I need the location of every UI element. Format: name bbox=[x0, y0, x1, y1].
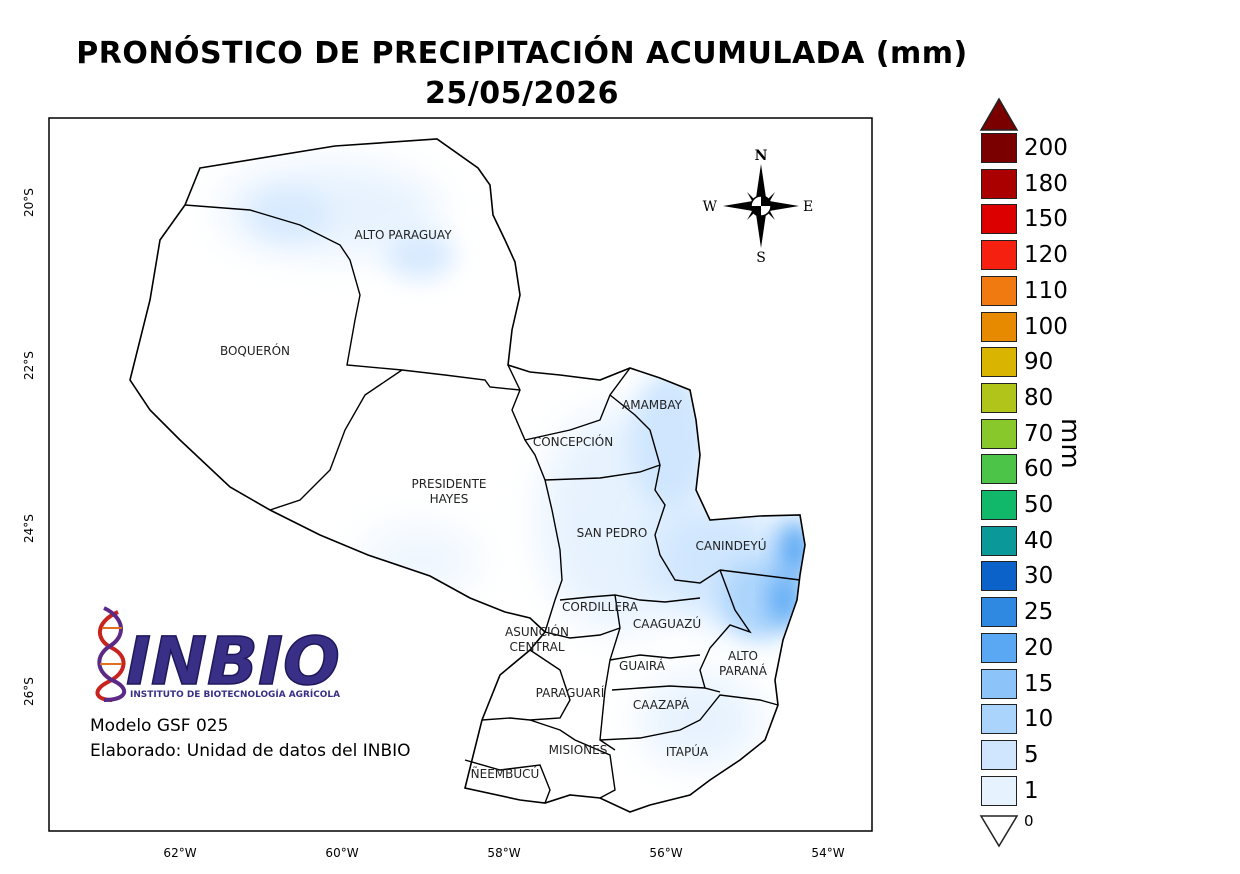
east-arrow bbox=[769, 201, 799, 211]
legend-label: 25 bbox=[1024, 599, 1054, 626]
legend-over-triangle bbox=[979, 97, 1019, 131]
model-credit: Modelo GSF 025 bbox=[90, 716, 229, 736]
region-label-amambay: AMAMBAY bbox=[622, 398, 683, 412]
legend-label: 180 bbox=[1024, 170, 1068, 197]
lon-label-58w: 58°W bbox=[487, 846, 521, 860]
west-arrow bbox=[723, 201, 753, 211]
legend-swatch bbox=[981, 632, 1017, 663]
compass-s: S bbox=[756, 250, 766, 266]
map-date: 25/05/2026 bbox=[425, 76, 619, 111]
region-label-cordillera: CORDILLERA bbox=[562, 600, 639, 614]
legend-label: 40 bbox=[1024, 527, 1054, 554]
logo-subtitle: INSTITUTO DE BIOTECNOLOGÍA AGRÍCOLA bbox=[130, 688, 340, 700]
north-arrow bbox=[756, 164, 766, 198]
legend-zero-label: 0 bbox=[1024, 812, 1034, 830]
south-arrow bbox=[756, 214, 766, 248]
lat-label-24s: 24°S bbox=[22, 514, 36, 543]
legend-label: 20 bbox=[1024, 634, 1054, 661]
legend-label: 90 bbox=[1024, 349, 1054, 376]
legend-under-triangle bbox=[979, 815, 1019, 848]
map-title: PRONÓSTICO DE PRECIPITACIÓN ACUMULADA (m… bbox=[76, 36, 968, 71]
legend-label: 120 bbox=[1024, 242, 1068, 269]
region-label-guaira: GUAIRÁ bbox=[619, 658, 666, 673]
region-label-presidente-hayes: HAYES bbox=[430, 492, 469, 506]
legend-label: 50 bbox=[1024, 492, 1054, 518]
legend-swatch bbox=[981, 168, 1017, 199]
region-label-san-pedro: SAN PEDRO bbox=[577, 526, 648, 540]
lat-label-20s: 20°S bbox=[22, 188, 36, 217]
legend-label: 15 bbox=[1024, 670, 1054, 697]
compass-w: W bbox=[703, 199, 718, 215]
legend-label: 150 bbox=[1024, 206, 1068, 233]
legend-label: 110 bbox=[1024, 277, 1068, 304]
region-label-canindeyu: CANINDEYÚ bbox=[695, 538, 766, 553]
logo-wordmark: INBIO bbox=[126, 623, 340, 700]
region-label-alto-parana: PARANÁ bbox=[719, 663, 768, 678]
region-label-itapua: ITAPÚA bbox=[666, 744, 709, 759]
region-label-paraguari: PARAGUARÍ bbox=[536, 685, 605, 700]
legend-swatch bbox=[981, 597, 1017, 628]
legend-label: 200 bbox=[1024, 135, 1068, 161]
legend-swatch bbox=[981, 668, 1017, 699]
lon-label-60w: 60°W bbox=[325, 846, 359, 860]
legend-swatch bbox=[981, 382, 1017, 413]
legend-label: 70 bbox=[1024, 420, 1054, 447]
lon-label-54w: 54°W bbox=[811, 846, 845, 860]
region-label-boqueron: BOQUERÓN bbox=[220, 343, 290, 358]
legend-label: 100 bbox=[1024, 313, 1068, 340]
region-label-asuncion-central: ASUNCIÓN bbox=[505, 624, 569, 639]
legend-swatch bbox=[981, 561, 1017, 592]
legend-swatch bbox=[981, 775, 1017, 806]
legend-unit: mm bbox=[1055, 418, 1085, 469]
legend-label: 30 bbox=[1024, 563, 1054, 590]
legend-swatch bbox=[981, 418, 1017, 449]
legend-swatch bbox=[981, 454, 1017, 485]
region-label-caazapa: CAAZAPÁ bbox=[633, 697, 690, 712]
compass-e: E bbox=[803, 199, 813, 215]
made-by-credit: Elaborado: Unidad de datos del INBIO bbox=[90, 741, 411, 761]
legend-label: 10 bbox=[1024, 706, 1054, 733]
legend-label: 80 bbox=[1024, 384, 1054, 411]
region-label-asuncion-central: CENTRAL bbox=[509, 640, 564, 654]
legend-swatch bbox=[981, 133, 1017, 163]
legend-swatch bbox=[981, 240, 1017, 271]
legend-swatch bbox=[981, 311, 1017, 342]
legend-label: 1 bbox=[1024, 777, 1039, 804]
country-outline bbox=[129, 138, 806, 813]
legend-swatch bbox=[981, 490, 1017, 520]
region-label-caaguazu: CAAGUAZÚ bbox=[633, 616, 701, 631]
region-label-presidente-hayes: PRESIDENTE bbox=[411, 477, 486, 491]
lon-label-62w: 62°W bbox=[163, 846, 197, 860]
inbio-logo: INBIO INSTITUTO DE BIOTECNOLOGÍA AGRÍCOL… bbox=[95, 606, 341, 702]
lat-label-22s: 22°S bbox=[22, 351, 36, 380]
lon-label-56w: 56°W bbox=[649, 846, 683, 860]
region-label-neembucu: ÑEEMBUCÚ bbox=[471, 766, 540, 781]
lat-label-26s: 26°S bbox=[22, 677, 36, 706]
legend-label: 60 bbox=[1024, 456, 1054, 483]
legend-label: 5 bbox=[1024, 741, 1039, 768]
region-label-misiones: MISIONES bbox=[549, 743, 608, 757]
legend-swatch bbox=[981, 347, 1017, 378]
department-boundaries bbox=[184, 204, 801, 804]
compass-n: N bbox=[755, 148, 768, 164]
region-label-alto-parana: ALTO bbox=[728, 649, 758, 663]
legend-swatch bbox=[981, 739, 1017, 770]
region-label-concepcion: CONCEPCIÓN bbox=[533, 434, 613, 449]
compass-rose: N S W E bbox=[703, 148, 814, 266]
color-legend: 200 180 150 120 110 100 90 80 70 60 50 40 30 25 20 15 10… bbox=[978, 96, 1098, 856]
region-label-alto-paraguay: ALTO PARAGUAY bbox=[354, 228, 452, 242]
legend-swatch bbox=[981, 525, 1017, 556]
legend-swatch bbox=[981, 704, 1017, 735]
legend-swatch bbox=[981, 275, 1017, 306]
legend-swatch bbox=[981, 204, 1017, 235]
